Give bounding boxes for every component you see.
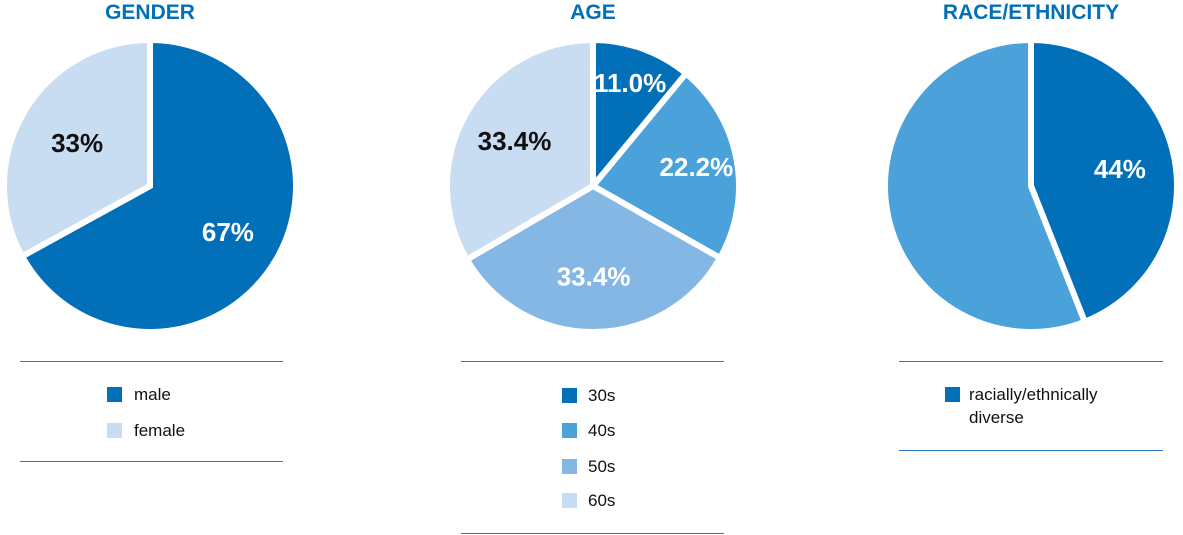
pie-slice-30s (590, 40, 691, 195)
gender-legend-top-rule (20, 361, 283, 362)
age-chart-title: AGE (570, 1, 616, 24)
30s-swatch (562, 388, 577, 403)
gender-legend-bottom-rule (20, 461, 283, 462)
age-pie-chart: 11.0% 22.2% 33.4% 33.4% (444, 40, 742, 335)
race-ethnicity-panel: RACE/ETHNICITY 44% racially/ethnically d… (881, 0, 1181, 535)
legend-label-racially-diverse-line1: racially/ethnically (969, 385, 1098, 404)
legend-label-50s: 50s (588, 457, 616, 476)
gender-panel: GENDER 67% 33% male female (0, 0, 300, 535)
60s-swatch (562, 493, 577, 508)
legend-label-female: female (134, 421, 186, 440)
40s-swatch (562, 423, 577, 438)
gender-pie-chart: 67% 33% (1, 40, 299, 335)
pie-slice-40s (588, 69, 742, 263)
gender-chart-title: GENDER (105, 1, 195, 24)
race-legend-bottom-rule (899, 450, 1163, 451)
race-ethnicity-chart-title: RACE/ETHNICITY (942, 1, 1120, 24)
slice-label-racially-ethnically-diverse: 44% (1094, 154, 1146, 184)
slice-label-30s: 11.0% (594, 68, 666, 98)
age-legend-bottom-rule (461, 533, 724, 534)
50s-swatch (562, 459, 577, 474)
slice-label-50s: 33.4% (557, 262, 631, 292)
pie-slice-racially-ethnically-diverse (1028, 40, 1180, 326)
age-panel: AGE 11.0% 22.2% 33.4% 33.4% 30s 40s 50s 60s (443, 0, 743, 535)
legend-label-60s: 60s (588, 491, 616, 510)
pie-slice-unlabeled (882, 40, 1089, 335)
slice-label-male: 67% (202, 217, 254, 247)
legend-label-racially-diverse-line2: diverse (969, 408, 1024, 427)
race-legend-top-rule (899, 361, 1163, 362)
legend-label-30s: 30s (588, 386, 616, 405)
female-swatch (107, 423, 122, 438)
male-swatch (107, 387, 122, 402)
slice-label-60s: 33.4% (478, 126, 552, 156)
legend-label-40s: 40s (588, 421, 616, 440)
pie-slice-50s (462, 182, 725, 335)
race-ethnicity-pie-chart: 44% (882, 40, 1180, 335)
racially-diverse-swatch (945, 387, 960, 402)
slice-label-40s: 22.2% (660, 152, 734, 182)
age-legend-top-rule (461, 361, 724, 362)
pie-slice-female (1, 40, 153, 261)
pie-slice-male (17, 40, 299, 335)
slice-label-female: 33% (51, 128, 103, 158)
pie-slice-60s (444, 40, 596, 264)
legend-label-male: male (134, 385, 171, 404)
